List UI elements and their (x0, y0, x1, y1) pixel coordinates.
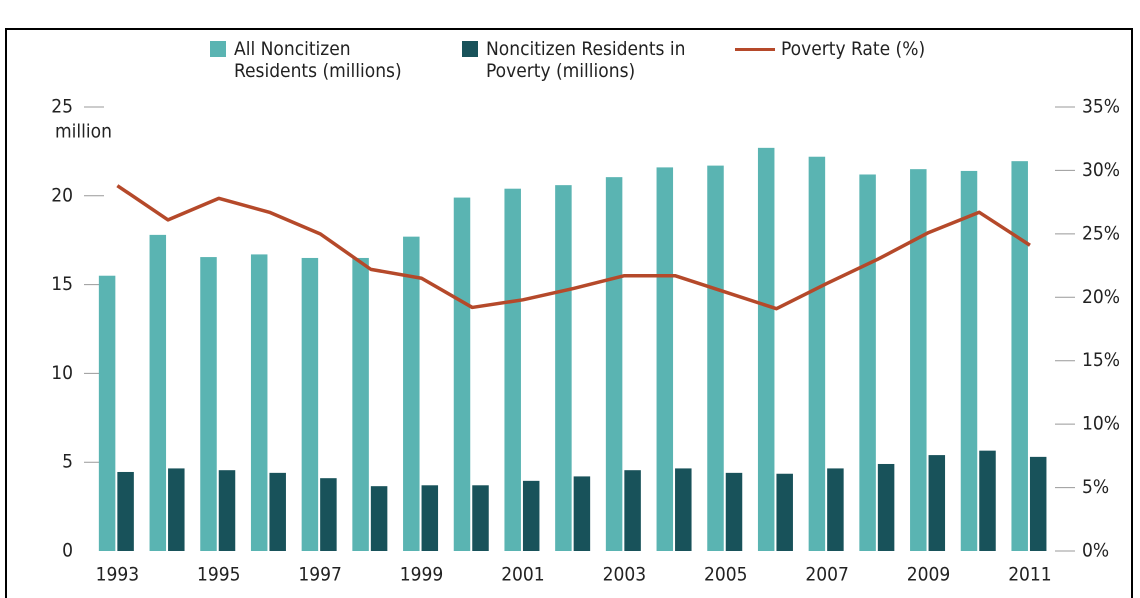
bar (1011, 161, 1028, 551)
legend-label: All Noncitizen Residents (millions) (234, 38, 402, 82)
bar (168, 468, 185, 551)
legend-item: Poverty Rate (%) (735, 38, 975, 60)
y-tick-label: 10 (51, 362, 73, 384)
bar (218, 470, 236, 551)
bar (352, 257, 369, 551)
bar (403, 236, 420, 551)
bar (555, 185, 572, 552)
bar (859, 174, 876, 551)
legend-swatch (462, 41, 478, 57)
y-tick-label: 25 (51, 96, 73, 118)
y2-tick-label: 5% (1082, 476, 1109, 498)
y-tick-label: 20 (51, 184, 73, 206)
x-tick-label: 2011 (1008, 564, 1052, 586)
bar (960, 170, 978, 551)
bar (776, 473, 793, 551)
chart-frame (5, 28, 1133, 598)
bar (1029, 456, 1047, 551)
y2-tick-label: 10% (1082, 413, 1120, 435)
bar (675, 468, 692, 551)
bar (453, 197, 471, 552)
bar (827, 468, 844, 551)
bar (200, 257, 217, 551)
x-tick-label: 1997 (298, 564, 342, 586)
bar (269, 472, 286, 551)
x-tick-label: 1999 (400, 564, 444, 586)
bar (656, 167, 674, 551)
bar (117, 471, 134, 551)
bar (98, 275, 116, 551)
bar (573, 476, 591, 551)
bar (472, 485, 489, 551)
bar (910, 169, 927, 551)
bar (979, 450, 996, 551)
legend-swatch (210, 41, 226, 57)
legend-item: All Noncitizen Residents (millions) (210, 38, 440, 82)
bar (504, 188, 521, 552)
legend-label: Noncitizen Residents in Poverty (million… (486, 38, 686, 82)
bar (877, 463, 895, 551)
x-tick-label: 2001 (501, 564, 545, 586)
x-tick-label: 2009 (907, 564, 951, 586)
bar (320, 478, 337, 551)
legend-label: Poverty Rate (%) (781, 38, 926, 60)
bar (707, 165, 724, 551)
x-tick-label: 2003 (603, 564, 647, 586)
bar (149, 234, 167, 551)
bar (301, 257, 319, 551)
poverty-line (116, 184, 1031, 311)
y2-tick-label: 20% (1082, 286, 1120, 308)
x-tick-label: 1995 (197, 564, 241, 586)
y2-tick-label: 35% (1082, 96, 1120, 118)
bar (624, 470, 641, 551)
legend-swatch (735, 48, 775, 51)
bar (370, 486, 388, 551)
y-tick-label: 15 (51, 273, 73, 295)
bar (605, 177, 623, 552)
y2-tick-label: 0% (1082, 540, 1109, 562)
y2-tick-label: 25% (1082, 222, 1120, 244)
y2-tick-label: 30% (1082, 159, 1120, 181)
legend-item: Noncitizen Residents in Poverty (million… (462, 38, 702, 82)
bar (522, 480, 540, 551)
bar (928, 455, 946, 551)
x-tick-label: 2005 (704, 564, 748, 586)
bar (757, 147, 775, 551)
y2-tick-label: 15% (1082, 349, 1120, 371)
bar (725, 472, 743, 551)
bar (421, 485, 439, 551)
x-tick-label: 2007 (805, 564, 849, 586)
y-tick-label: 5 (62, 451, 73, 473)
y-axis-unit: million (55, 121, 112, 143)
y-tick-label: 0 (62, 540, 73, 562)
x-tick-label: 1993 (96, 564, 140, 586)
bar (808, 156, 826, 551)
bar (250, 254, 268, 551)
